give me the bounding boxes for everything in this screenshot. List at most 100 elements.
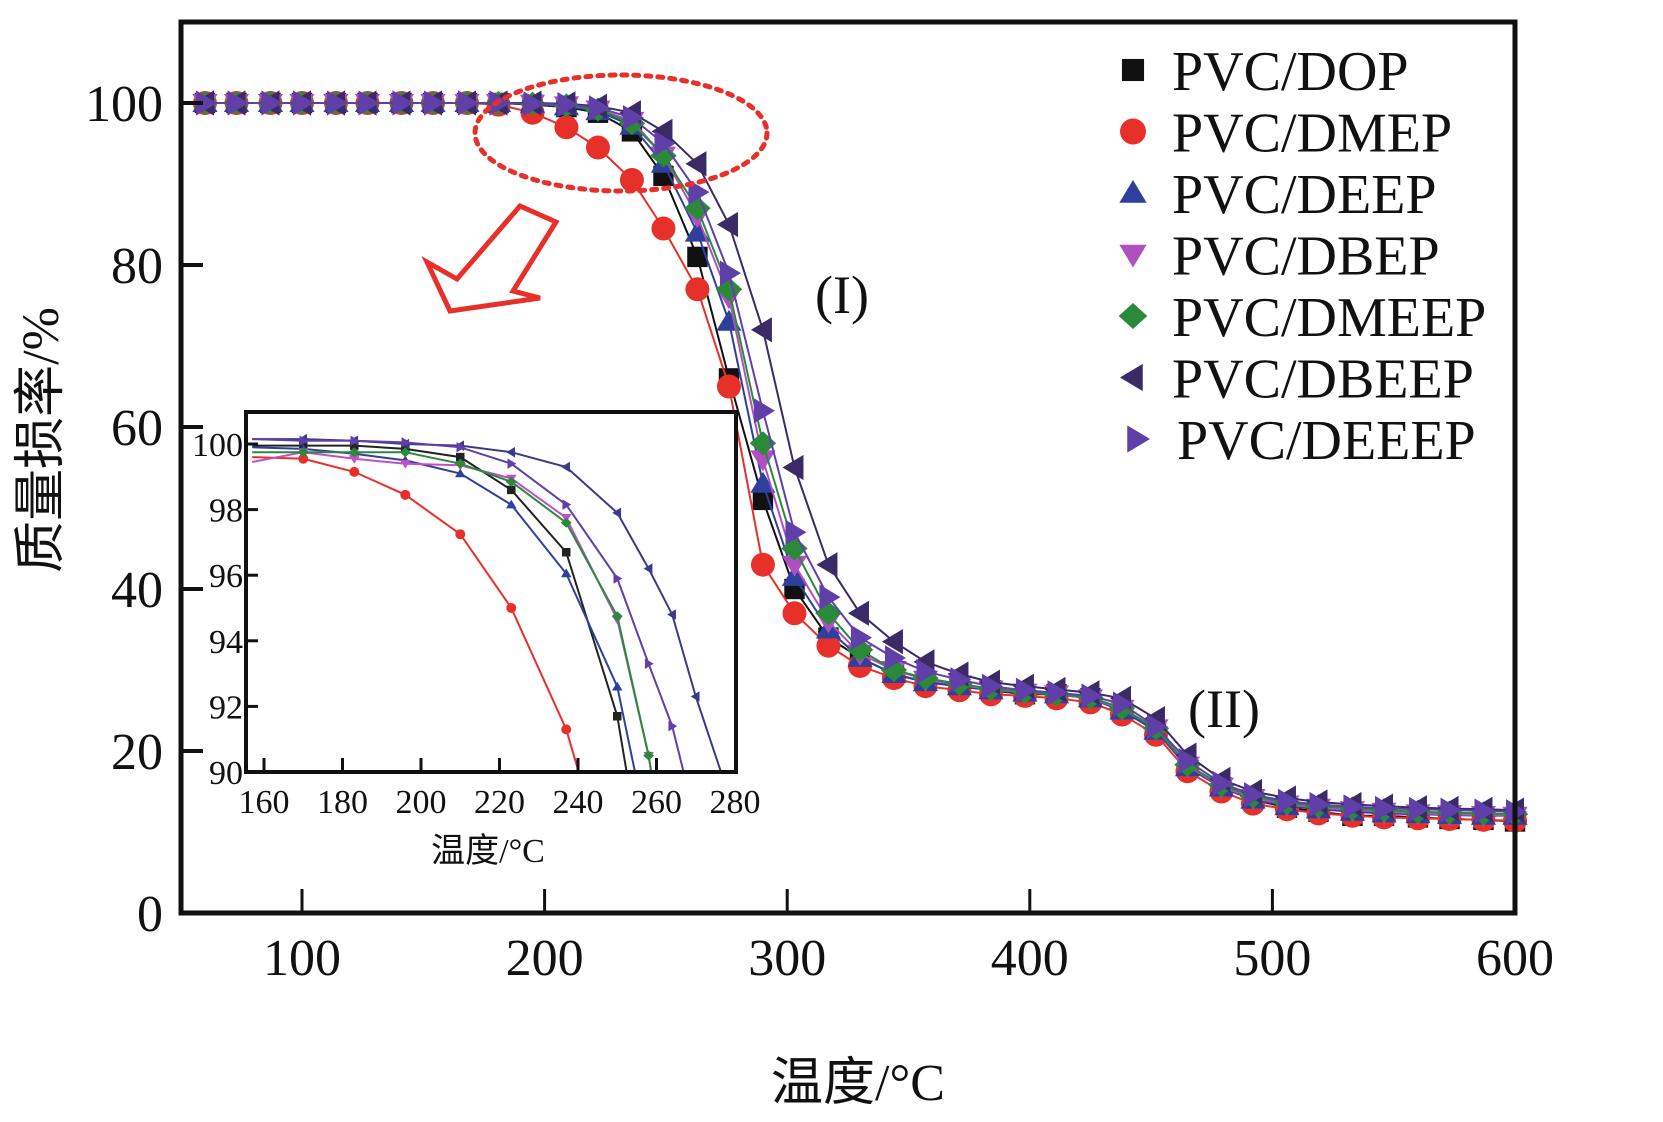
x-tick-label: 300: [748, 930, 826, 987]
data-point: [424, 90, 446, 116]
inset-y-tick-label: 96: [209, 558, 243, 595]
main-plot-frame: [178, 19, 1518, 916]
data-point: [1112, 691, 1134, 717]
data-point: [326, 90, 348, 116]
data-point: [1440, 797, 1462, 823]
inset-x-tick-label: 180: [317, 784, 368, 821]
data-point: [557, 92, 579, 118]
inset-data-point: [643, 750, 655, 761]
data-point: [1474, 798, 1496, 824]
data-point: [781, 536, 808, 561]
main-plot-marks: [191, 90, 1529, 833]
legend-label: PVC/DEEEP: [1177, 410, 1476, 472]
inset-chart: 160 180 200 220 240 260 280 90 92 94 96 98 100: [192, 410, 761, 821]
legend-marker-icon: [1127, 425, 1150, 453]
inset-data-point: [506, 603, 517, 613]
data-point: [950, 667, 972, 693]
data-point: [785, 519, 807, 545]
y-axis-title: 质量损率/%: [13, 307, 70, 573]
data-point: [750, 450, 776, 472]
legend-item-pvc-dop: PVC/DOP: [1121, 41, 1409, 103]
inset-series-line: [252, 456, 580, 772]
data-point: [523, 91, 545, 117]
data-point: [1408, 796, 1430, 822]
y-tick-label: 40: [111, 562, 163, 619]
data-point: [685, 151, 707, 177]
legend-marker-icon: [1118, 303, 1148, 329]
legend-label: PVC/DBEEP: [1172, 349, 1474, 411]
inset-data-point: [455, 529, 466, 540]
inset-data-point: [561, 724, 572, 735]
legend-label: PVC/DOP: [1172, 41, 1409, 103]
data-point: [195, 90, 217, 116]
data-point: [716, 374, 741, 399]
highlight-ellipse: [472, 72, 770, 194]
x-tick-label: 600: [1476, 930, 1554, 987]
annotation-stage-ii: (II): [1188, 679, 1260, 739]
inset-x-axis-title: 温度/°C: [431, 832, 545, 870]
data-point: [1146, 714, 1168, 740]
x-tick-label: 500: [1233, 930, 1311, 987]
legend-marker-icon: [1120, 363, 1143, 392]
inset-background: [246, 412, 736, 772]
legend-label: PVC/DEEP: [1172, 164, 1437, 226]
inset-data-point: [506, 499, 517, 509]
inset-y-tick-label: 100: [192, 427, 243, 464]
data-point: [850, 625, 872, 651]
data-point: [293, 90, 314, 116]
data-point: [716, 211, 738, 238]
legend-item-pvc-deep: PVC/DEEP: [1119, 164, 1437, 226]
legend: PVC/DOPPVC/DMEPPVC/DEEPPVC/DBEPPVC/DMEEP…: [1118, 41, 1486, 472]
inset-series-pvc-dmep: [252, 453, 580, 772]
x-tick-label: 100: [263, 930, 341, 987]
inset-data-point: [505, 476, 517, 487]
data-point: [588, 95, 610, 121]
inset-x-tick-label: 200: [396, 784, 447, 821]
data-point: [715, 277, 743, 302]
data-point: [750, 317, 772, 343]
inset-x-tick-label: 260: [631, 784, 682, 821]
data-point: [1309, 791, 1331, 818]
data-point: [585, 135, 610, 160]
data-point: [782, 454, 804, 481]
inset-data-point: [507, 458, 517, 469]
legend-item-pvc-dmeep: PVC/DMEEP: [1118, 287, 1486, 349]
data-point: [1047, 680, 1069, 706]
inset-data-point: [400, 459, 411, 469]
inset-data-point: [612, 681, 623, 691]
legend-marker-icon: [1119, 180, 1147, 203]
data-point: [358, 90, 380, 116]
inset-data-point: [350, 441, 359, 450]
data-point: [227, 90, 249, 116]
inset-data-point: [667, 609, 676, 620]
legend-item-pvc-deeep: PVC/DEEEP: [1127, 410, 1476, 472]
inset-data-point: [297, 447, 309, 458]
data-point: [554, 115, 579, 140]
legend-label: PVC/DMEP: [1172, 103, 1452, 165]
inset-data-point: [507, 485, 516, 495]
y-tick-label: 20: [111, 724, 163, 781]
inset-data-point: [562, 499, 572, 510]
legend-label: PVC/DBEP: [1172, 226, 1440, 288]
inset-data-point: [456, 452, 465, 462]
inset-data-point: [506, 446, 516, 458]
main-axes: 100 200 300 400 500 600 0 20 40 60 80 100: [85, 19, 1554, 987]
data-point: [457, 90, 479, 116]
annotation-stage-i: (I): [815, 265, 869, 325]
inset-data-point: [454, 458, 466, 469]
inset-data-point: [668, 720, 678, 732]
inset-x-tick-label: 240: [553, 784, 604, 821]
inset-y-tick-label: 92: [209, 689, 243, 726]
data-point: [1178, 748, 1200, 774]
data-point: [816, 552, 838, 578]
data-point: [816, 633, 841, 658]
inset-plot-marks: [252, 433, 723, 772]
inset-data-point: [299, 435, 309, 446]
inset-data-point: [561, 547, 571, 557]
data-point: [819, 584, 841, 610]
x-axis-title: 温度/°C: [771, 1055, 945, 1112]
data-point: [847, 600, 869, 626]
y-tick-label: 0: [137, 886, 163, 943]
inset-data-point: [611, 611, 623, 622]
data-point: [749, 431, 777, 456]
